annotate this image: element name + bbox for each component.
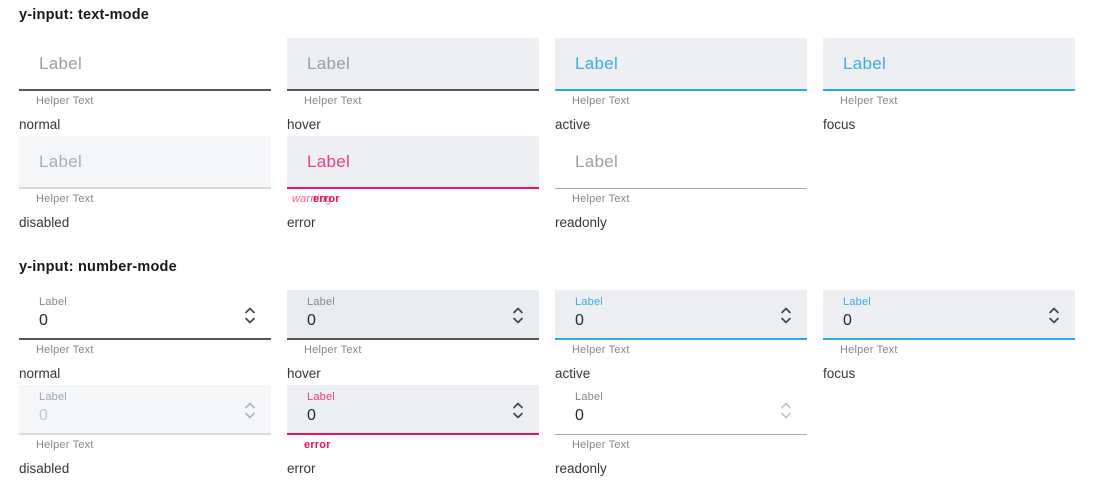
- helper-text: Helper Text: [572, 193, 630, 205]
- input-label: Label: [575, 391, 603, 403]
- warning-text: warning: [292, 193, 332, 205]
- helper-text-overlap: warning error: [287, 193, 539, 205]
- state-caption: hover: [287, 117, 321, 132]
- number-value: 0: [39, 407, 48, 424]
- helper-text: Helper Text: [840, 95, 898, 107]
- input-placeholder: Label: [307, 53, 351, 73]
- number-stepper-icon[interactable]: [780, 307, 792, 324]
- demo-cell-number-normal: Label 0 Helper Text normal: [19, 290, 271, 385]
- input-placeholder: Label: [39, 53, 83, 73]
- text-mode-grid: Label Helper Text normal Label Helper Te…: [19, 38, 1075, 234]
- demo-cell-number-active: Label 0 Helper Text active: [555, 290, 807, 385]
- demo-cell-number-readonly: Label 0 Helper Text readonly: [555, 385, 807, 480]
- demo-cell-number-hover: Label 0 Helper Text hover: [287, 290, 539, 385]
- text-input-normal[interactable]: Label: [19, 38, 271, 91]
- demo-cell-number-disabled: Label 0 Helper Text disabled: [19, 385, 271, 480]
- input-placeholder: Label: [843, 53, 887, 73]
- number-value: 0: [39, 312, 48, 329]
- state-caption: error: [287, 461, 316, 476]
- number-stepper-icon: [780, 402, 792, 419]
- state-caption: disabled: [19, 461, 70, 476]
- input-label: Label: [307, 296, 335, 308]
- number-stepper-icon[interactable]: [512, 402, 524, 419]
- input-label: Label: [575, 296, 603, 308]
- number-input-error[interactable]: Label 0: [287, 385, 539, 435]
- state-caption: hover: [287, 366, 321, 381]
- input-label: Label: [843, 296, 871, 308]
- helper-text: Helper Text: [304, 344, 362, 356]
- section-title-text-mode: y-input: text-mode: [19, 7, 150, 23]
- text-input-focus[interactable]: Label: [823, 38, 1075, 91]
- helper-text: Helper Text: [572, 439, 630, 451]
- number-input-disabled: Label 0: [19, 385, 271, 435]
- input-placeholder: Label: [575, 152, 619, 171]
- state-caption: normal: [19, 366, 61, 381]
- input-placeholder: Label: [39, 151, 83, 171]
- text-input-readonly[interactable]: Label: [555, 136, 807, 189]
- state-caption: disabled: [19, 215, 70, 230]
- state-caption: focus: [823, 117, 856, 132]
- helper-text: Helper Text: [572, 344, 630, 356]
- state-caption: focus: [823, 366, 856, 381]
- number-input-focus[interactable]: Label 0: [823, 290, 1075, 340]
- state-caption: normal: [19, 117, 61, 132]
- number-value: 0: [843, 312, 852, 329]
- number-stepper-icon[interactable]: [244, 307, 256, 324]
- input-label: Label: [307, 391, 335, 403]
- number-stepper-icon[interactable]: [512, 307, 524, 324]
- number-input-active[interactable]: Label 0: [555, 290, 807, 340]
- demo-cell-text-active: Label Helper Text active: [555, 38, 807, 136]
- state-caption: error: [287, 215, 316, 230]
- input-placeholder: Label: [307, 151, 351, 171]
- helper-text: Helper Text: [840, 344, 898, 356]
- text-input-hover[interactable]: Label: [287, 38, 539, 91]
- input-label: Label: [39, 391, 67, 403]
- demo-cell-text-normal: Label Helper Text normal: [19, 38, 271, 136]
- demo-cell-number-focus: Label 0 Helper Text focus: [823, 290, 1075, 385]
- state-caption: active: [555, 117, 591, 132]
- number-input-hover[interactable]: Label 0: [287, 290, 539, 340]
- text-input-active[interactable]: Label: [555, 38, 807, 91]
- number-value: 0: [307, 312, 316, 329]
- error-text: error: [313, 193, 340, 205]
- input-label: Label: [39, 296, 67, 308]
- state-caption: active: [555, 366, 591, 381]
- helper-text: Helper Text: [304, 95, 362, 107]
- empty-cell: [823, 385, 1075, 480]
- text-input-error[interactable]: Label: [287, 136, 539, 189]
- number-stepper-icon: [244, 402, 256, 419]
- text-input-disabled: Label: [19, 136, 271, 189]
- empty-cell: [823, 136, 1075, 234]
- helper-text: Helper Text: [36, 193, 94, 205]
- demo-cell-text-error: Label warning error error: [287, 136, 539, 234]
- state-caption: readonly: [555, 215, 607, 230]
- error-text: error: [304, 439, 331, 451]
- demo-cell-text-hover: Label Helper Text hover: [287, 38, 539, 136]
- input-placeholder: Label: [575, 53, 619, 73]
- helper-text: Helper Text: [36, 95, 94, 107]
- number-value: 0: [307, 407, 316, 424]
- demo-cell-number-error: Label 0 error error: [287, 385, 539, 480]
- helper-text: Helper Text: [36, 439, 94, 451]
- number-value: 0: [575, 407, 584, 424]
- helper-text: Helper Text: [36, 344, 94, 356]
- state-caption: readonly: [555, 461, 607, 476]
- demo-cell-text-disabled: Label Helper Text disabled: [19, 136, 271, 234]
- helper-text: Helper Text: [572, 95, 630, 107]
- number-input-normal[interactable]: Label 0: [19, 290, 271, 340]
- section-title-number-mode: y-input: number-mode: [19, 259, 177, 275]
- demo-cell-text-readonly: Label Helper Text readonly: [555, 136, 807, 234]
- number-input-readonly[interactable]: Label 0: [555, 385, 807, 435]
- number-mode-grid: Label 0 Helper Text normal Label 0 Helpe…: [19, 290, 1075, 480]
- number-stepper-icon[interactable]: [1048, 307, 1060, 324]
- number-value: 0: [575, 312, 584, 329]
- demo-cell-text-focus: Label Helper Text focus: [823, 38, 1075, 136]
